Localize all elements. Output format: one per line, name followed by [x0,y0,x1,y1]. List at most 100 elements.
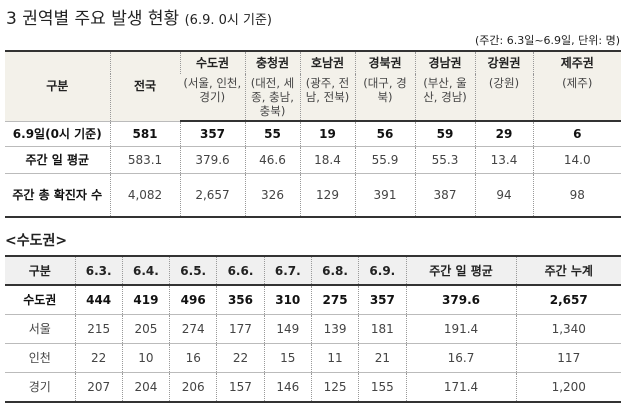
data-cell: 204 [121,372,170,402]
table-row: 수도권 444 419 496 356 310 275 357 379.6 2,657 [5,284,621,315]
region-sub: (부산, 울산, 경남) [414,74,475,122]
region-name: 수도권 [179,51,245,74]
data-cell: 16 [169,343,217,373]
data-cell: 46.6 [244,146,300,174]
table-row: 인천 22 10 16 22 15 11 21 16.7 117 [5,343,621,373]
data-cell: 207 [74,372,123,402]
header-cell: 6.9. [358,256,406,286]
data-cell: 326 [244,173,300,217]
data-cell: 18.4 [299,146,355,174]
data-cell: 157 [216,372,265,402]
header-cell: 구분 [46,79,69,94]
title: 3 권역별 주요 발생 현황 (6.9. 0시 기준) [6,4,272,29]
row-label: 경기 [5,372,75,402]
header-cell: 구분 [5,256,75,286]
row-label: 주간 일 평균 [5,146,110,174]
region-sub: (제주) [532,74,621,122]
data-cell: 310 [263,284,312,315]
data-cell: 13.4 [474,146,533,174]
region-sub: (광주, 전남, 전북) [299,74,355,122]
data-cell: 581 [109,120,180,147]
data-cell: 29 [474,120,533,147]
data-cell: 2,657 [179,173,245,217]
header-cell: 전국 [109,51,180,121]
data-cell: 206 [169,372,217,402]
data-cell: 496 [169,284,217,315]
header-cell: 6.4. [121,256,170,286]
header-cell: 6.8. [310,256,359,286]
header-cell: 주간 일 평균 [405,256,516,286]
data-cell: 125 [310,372,359,402]
data-cell: 56 [354,120,415,147]
region-name: 강원권 [474,51,533,74]
data-cell: 275 [310,284,359,315]
regional-table: 구분 전국 수도권 충청권 호남권 경북권 경남권 강원권 제주권 (서울, 인천, 경기) (대전… [5,50,621,218]
table-row: 주간 일 평균 583.1 379.6 46.6 18.4 55.9 55.3 13.4 14.… [5,146,621,174]
table-row: 경기 207 204 206 157 146 125 155 171.4 1,200 [5,372,621,402]
data-cell: 129 [299,173,355,217]
row-label: 주간 총 확진자 수 [5,173,110,217]
capital-table: 구분 6.3. 6.4. 6.5. 6.6. 6.7. 6.8. 6.9. 주간 일 평균 주간 … [5,255,621,403]
region-sub: (서울, 인천, 경기) [180,74,245,122]
region-name: 경남권 [414,51,475,74]
header-cell: 6.6. [216,256,265,286]
data-cell: 94 [474,173,533,217]
data-cell: 387 [414,173,475,217]
section-title: <수도권> [5,233,68,249]
data-cell: 14.0 [532,146,621,174]
region-sub: (강원) [474,74,533,122]
data-cell: 146 [263,372,312,402]
data-cell: 171.4 [405,372,516,402]
data-cell: 177 [216,314,265,344]
row-label: 6.9일(0시 기준) [5,120,110,147]
header-cell: 주간 누계 [515,256,621,286]
row-label: 인천 [5,343,75,373]
data-cell: 16.7 [405,343,516,373]
region-name: 제주권 [532,51,621,74]
data-cell: 11 [310,343,359,373]
region-name: 충청권 [244,51,300,74]
data-cell: 419 [121,284,170,315]
data-cell: 357 [358,284,406,315]
data-cell: 6 [532,120,621,147]
row-label: 서울 [5,314,75,344]
data-cell: 98 [532,173,621,217]
table-row: 주간 총 확진자 수 4,082 2,657 326 129 391 387 94 98 [5,173,621,217]
data-cell: 15 [263,343,312,373]
table-row: 6.9일(0시 기준) 581 357 55 19 56 59 29 6 [5,120,621,147]
data-cell: 19 [299,120,355,147]
data-cell: 191.4 [405,314,516,344]
data-cell: 117 [515,343,621,373]
data-cell: 357 [179,120,245,147]
data-cell: 4,082 [109,173,180,217]
data-cell: 59 [414,120,475,147]
subtitle: (6.9. 0시 기준) [184,13,272,28]
data-cell: 155 [358,372,406,402]
data-cell: 583.1 [109,146,180,174]
data-cell: 205 [121,314,170,344]
data-cell: 149 [263,314,312,344]
data-cell: 10 [121,343,170,373]
data-cell: 379.6 [405,284,516,315]
data-cell: 21 [358,343,406,373]
row-label: 수도권 [5,284,75,315]
data-cell: 274 [169,314,217,344]
data-cell: 1,200 [515,372,621,402]
data-cell: 444 [74,284,123,315]
unit-note: (주간: 6.3일~6.9일, 단위: 명) [474,34,620,47]
data-cell: 55 [244,120,300,147]
header-cell: 6.5. [169,256,217,286]
data-cell: 391 [354,173,415,217]
table-row: 서울 215 205 274 177 149 139 181 191.4 1,340 [5,314,621,344]
data-cell: 22 [216,343,265,373]
data-cell: 356 [216,284,265,315]
data-cell: 139 [310,314,359,344]
data-cell: 22 [74,343,123,373]
region-sub: (대전, 세종, 충남, 충북) [244,74,300,122]
data-cell: 2,657 [515,284,621,315]
data-cell: 181 [358,314,406,344]
title-text: 3 권역별 주요 발생 현황 [6,9,180,29]
header-cell: 6.7. [263,256,312,286]
data-cell: 1,340 [515,314,621,344]
